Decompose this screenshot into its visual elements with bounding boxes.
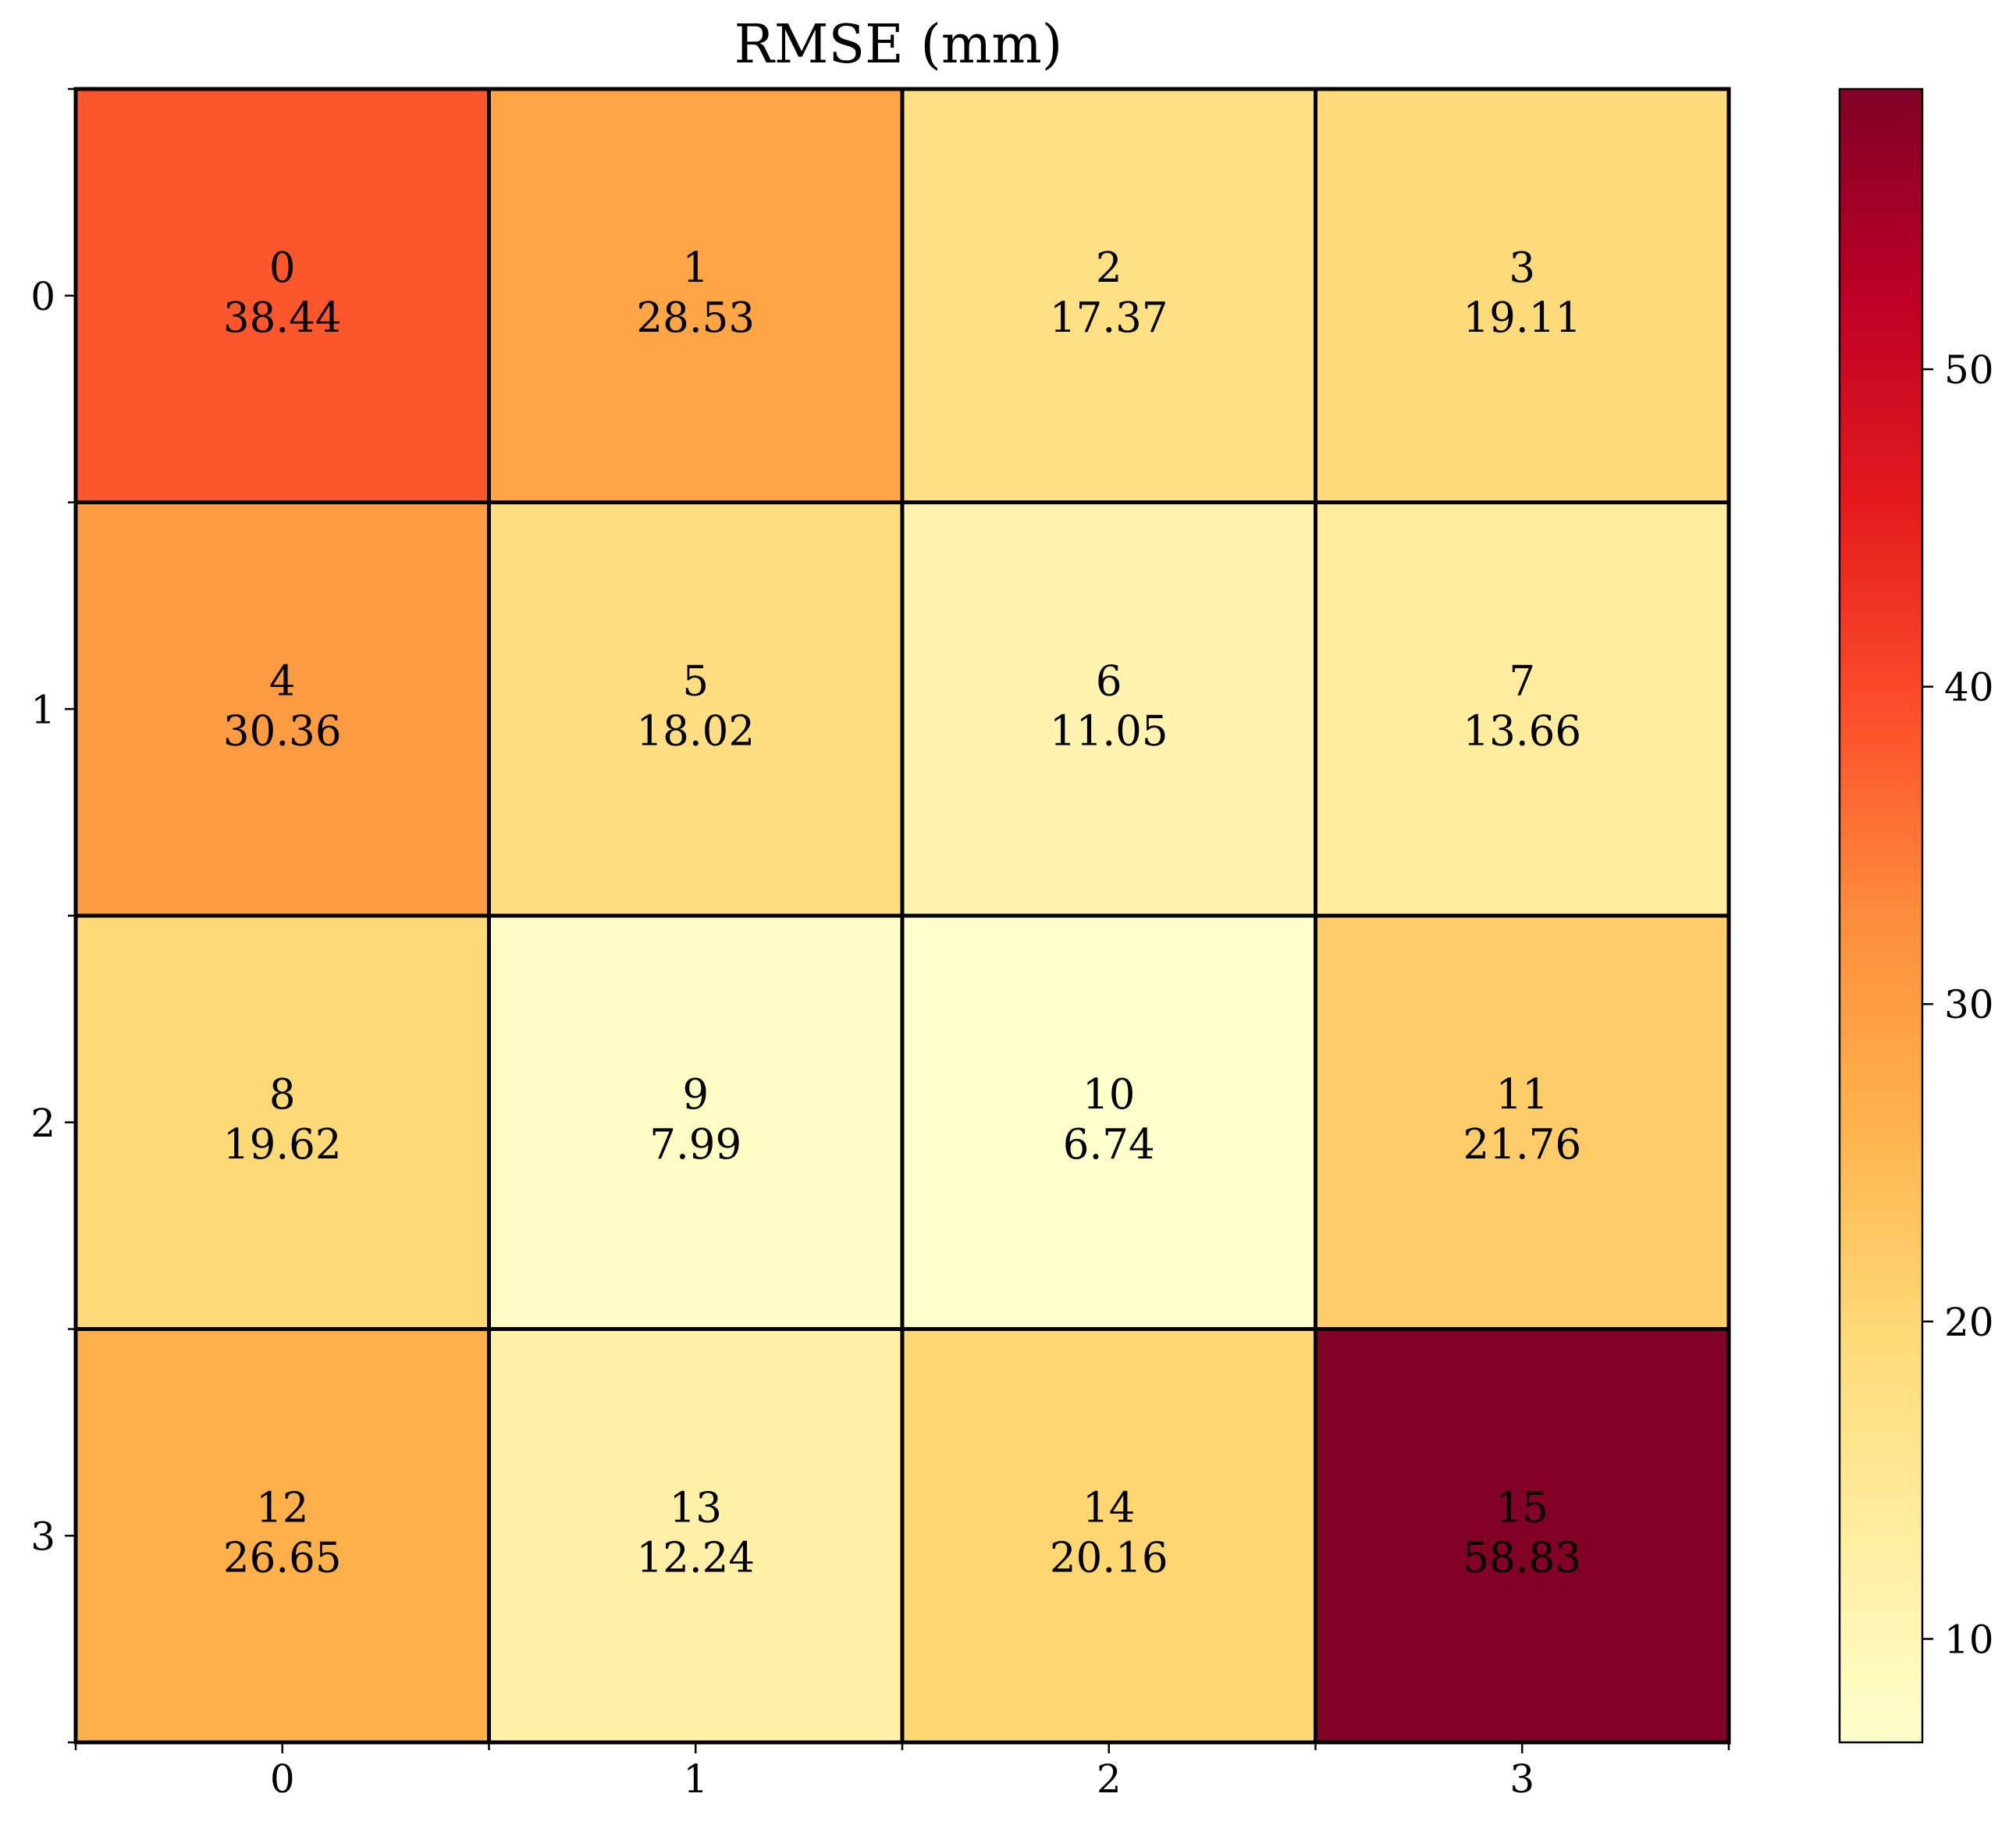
heatmap-cell: [487, 87, 905, 504]
cell-index-label: 15: [1496, 1484, 1548, 1532]
y-tick-label: 2: [30, 1101, 55, 1146]
cell-value-label: 26.65: [223, 1534, 342, 1582]
cell-index-label: 11: [1496, 1071, 1548, 1119]
cell-index-label: 3: [1509, 244, 1535, 292]
colorbar: 10 20 30 40 50: [1838, 87, 1994, 1744]
cell-value-label: 13.66: [1463, 707, 1581, 755]
cell-index-label: 1: [682, 244, 709, 292]
x-tick-label: 3: [1509, 1756, 1534, 1802]
cell-index-label: 13: [670, 1484, 722, 1532]
cell-value-label: 6.74: [1063, 1121, 1155, 1169]
cell-value-label: 28.53: [636, 294, 755, 342]
cell-value-label: 20.16: [1050, 1534, 1168, 1582]
cell-index-label: 14: [1083, 1484, 1135, 1532]
cell-value-label: 12.24: [636, 1534, 755, 1582]
cell-index-label: 2: [1096, 244, 1122, 292]
cell-index-label: 7: [1509, 657, 1535, 705]
cell-index-label: 8: [269, 1071, 296, 1119]
colorbar-tick-label: 20: [1944, 1300, 1994, 1345]
cell-index-label: 12: [256, 1484, 308, 1532]
cell-index-label: 5: [682, 657, 709, 705]
colorbar-gradient: [1838, 87, 1924, 1744]
cell-value-label: 19.62: [223, 1121, 342, 1169]
x-tick-label: 0: [270, 1756, 295, 1802]
cell-value-label: 21.76: [1463, 1121, 1581, 1169]
cell-index-label: 6: [1096, 657, 1122, 705]
cell-value-label: 38.44: [223, 294, 342, 342]
cell-value-label: 58.83: [1463, 1534, 1581, 1582]
cell-index-label: 9: [682, 1071, 709, 1119]
heatmap-cell: [1314, 1327, 1731, 1745]
chart-title: RMSE (mm): [734, 14, 1063, 76]
cell-value-label: 17.37: [1050, 294, 1168, 342]
cell-index-label: 4: [269, 657, 296, 705]
x-axis: 0 1 2 3: [74, 1742, 1730, 1802]
y-axis: 0 1 2 3: [30, 87, 76, 1744]
cell-index-label: 0: [269, 244, 296, 292]
x-tick-label: 2: [1097, 1756, 1122, 1802]
heatmap-cell: [900, 1327, 1317, 1745]
y-tick-label: 3: [30, 1514, 55, 1559]
x-tick-label: 1: [683, 1756, 708, 1802]
colorbar-tick-label: 10: [1944, 1617, 1994, 1662]
cell-value-label: 11.05: [1050, 707, 1168, 755]
heatmap-cell: [73, 1327, 491, 1745]
colorbar-tick-label: 50: [1944, 347, 1994, 393]
y-tick-label: 1: [30, 687, 55, 732]
heatmap-cell: [73, 87, 491, 504]
cell-value-label: 30.36: [223, 707, 342, 755]
heatmap-cell: [487, 1327, 905, 1745]
heatmap-cell: [487, 913, 905, 1331]
y-tick-label: 0: [30, 274, 55, 319]
cell-value-label: 18.02: [636, 707, 755, 755]
heatmap-cell: [487, 500, 905, 918]
heatmap-cells: 038.44 128.53 217.37 319.11 430.36 518.02 611.…: [73, 87, 1731, 1745]
heatmap-cell: [73, 500, 491, 918]
heatmap-cell: [1314, 87, 1731, 504]
heatmap-cell: [1314, 913, 1731, 1331]
colorbar-tick-label: 30: [1944, 982, 1994, 1027]
cell-value-label: 7.99: [649, 1121, 741, 1169]
cell-value-label: 19.11: [1463, 294, 1581, 342]
cell-index-label: 10: [1083, 1071, 1135, 1119]
heatmap-cell: [1314, 500, 1731, 918]
colorbar-tick-label: 40: [1944, 665, 1994, 710]
